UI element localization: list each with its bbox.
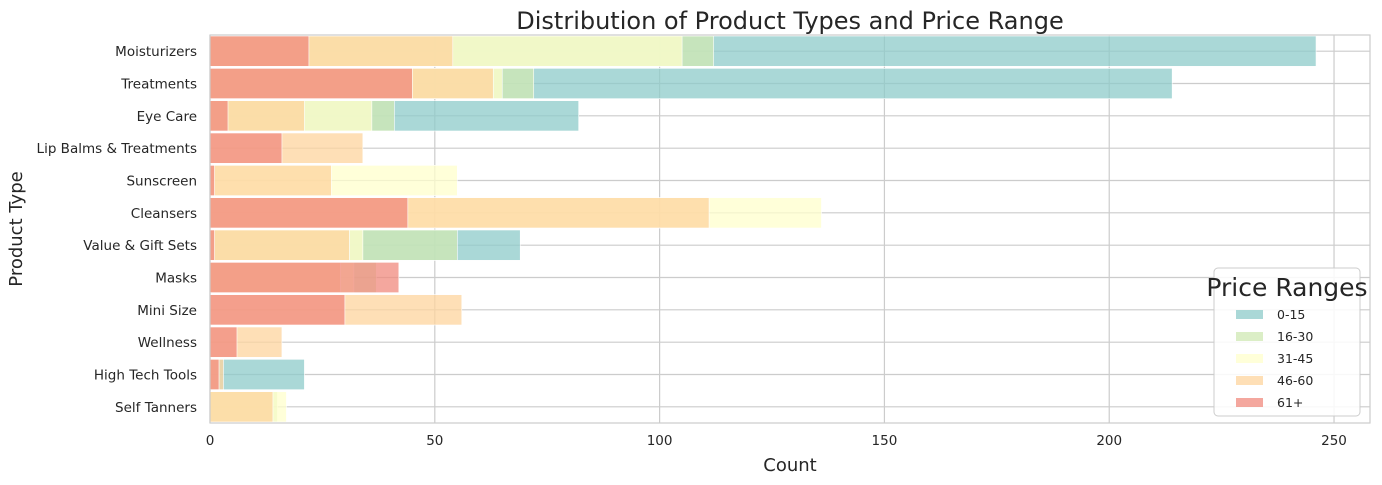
bar [209,262,400,293]
x-tick-label: 0 [206,433,215,449]
y-tick-label: Value & Gift Sets [83,238,197,254]
x-tick-label: 50 [426,433,443,449]
y-axis-label: Product Type [6,171,27,286]
y-tick-label: Eye Care [137,109,197,125]
legend-swatch [1236,376,1263,385]
y-tick-label: Lip Balms & Treatments [37,141,197,157]
bar [209,326,238,358]
x-tick-label: 250 [1321,433,1347,449]
bar [209,359,220,390]
bar [209,197,409,229]
x-tick-label: 200 [1096,433,1122,449]
y-tick-label: Masks [155,271,197,287]
bar [209,165,332,196]
legend-label: 46-60 [1277,373,1313,388]
legend-title: Price Ranges [1206,273,1367,302]
legend: Price Ranges 0-15 16-30 31-45 46-60 61+ [1206,267,1368,417]
legend-swatch [1236,398,1263,407]
legend-swatch [1236,354,1263,363]
y-tick-label: Wellness [138,335,197,351]
bar [209,165,215,196]
y-tick-label: Treatments [120,77,197,93]
bar [209,229,350,261]
legend-label: 61+ [1277,395,1303,410]
bar [209,229,215,261]
y-tick-label: Self Tanners [115,400,197,416]
bar [209,391,274,423]
y-tick-labels: Moisturizers Treatments Eye Care Lip Balms … [37,44,197,416]
legend-swatch [1236,332,1263,341]
bar [209,359,305,390]
y-tick-label: High Tech Tools [94,368,197,384]
x-tick-label: 150 [872,433,898,449]
x-tick-labels: 0 50 100 150 200 250 [206,433,1347,449]
y-tick-label: Sunscreen [126,174,197,190]
bars [209,35,1317,423]
bar [209,132,283,164]
bar [209,294,346,326]
bar [209,35,310,67]
plot-frame [209,34,1371,424]
x-axis-label: Count [763,455,816,476]
legend-label: 31-45 [1277,351,1313,366]
x-tick-label: 100 [647,433,673,449]
legend-label: 0-15 [1277,307,1305,322]
y-tick-label: Cleansers [131,206,197,222]
legend-swatch [1236,310,1263,319]
bar [209,68,413,99]
y-tick-label: Mini Size [137,303,197,319]
chart-title: Distribution of Product Types and Price … [516,7,1063,35]
bar [209,100,229,132]
legend-label: 16-30 [1277,329,1313,344]
legend-items: 0-15 16-30 31-45 46-60 61+ [1236,307,1313,410]
y-tick-label: Moisturizers [115,44,197,60]
